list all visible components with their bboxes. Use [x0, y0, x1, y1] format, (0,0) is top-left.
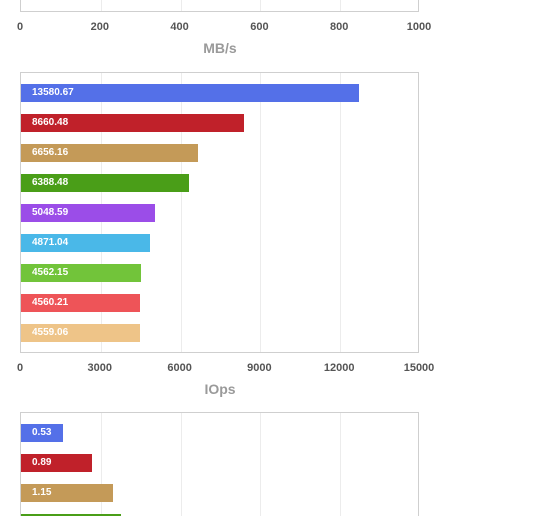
- x-tick-label: 9000: [247, 362, 272, 374]
- bar: 6388.48: [21, 174, 189, 192]
- x-tick-label: 12000: [323, 362, 355, 374]
- gridline: [340, 73, 341, 352]
- x-tick-label: 3000: [87, 362, 113, 374]
- bar-value-label: 6656.16: [32, 147, 69, 158]
- x-tick-label: 400: [170, 21, 189, 33]
- x-tick-label: 0: [16, 21, 24, 33]
- x-tick-label: 600: [250, 21, 269, 33]
- bar: 13580.67: [21, 84, 359, 102]
- bar: 8660.48: [21, 114, 244, 132]
- x-tick-label: 800: [330, 21, 349, 33]
- bar-value-label: 4562.15: [32, 267, 69, 278]
- bar-value-label: 8660.48: [32, 117, 69, 128]
- gridline: [181, 413, 182, 516]
- bar: 4559.06: [21, 324, 140, 342]
- gridline: [101, 413, 102, 516]
- gridline: [181, 0, 182, 11]
- chart-latency: 0.53 0.89 1.15: [0, 412, 560, 516]
- bar-value-label: 6388.48: [32, 177, 69, 188]
- bar-value-label: 13580.67: [32, 87, 74, 98]
- gridline: [260, 0, 261, 11]
- bar: 4562.15: [21, 264, 141, 282]
- bar-value-label: 0.53: [32, 427, 52, 438]
- bar-value-label: 4559.06: [32, 327, 69, 338]
- bar: 0.89: [21, 454, 92, 472]
- bar: 6656.16: [21, 144, 198, 162]
- bar-value-label: 4560.21: [32, 297, 69, 308]
- bar: 4871.04: [21, 234, 150, 252]
- plot-area: 13580.67 8660.48 6656.16 6388.48 5048.59 4871…: [20, 72, 419, 353]
- chart-iops: 13580.67 8660.48 6656.16 6388.48 5048.59 4871…: [0, 72, 560, 402]
- plot-area: 0.53 0.89 1.15: [20, 412, 419, 516]
- x-tick-label: 200: [90, 21, 109, 33]
- bar-value-label: 5048.59: [32, 207, 69, 218]
- x-tick-label: 0: [16, 362, 24, 374]
- plot-area: [20, 0, 419, 12]
- x-tick-label: 6000: [167, 362, 192, 374]
- bar-value-label: 4871.04: [32, 237, 69, 248]
- gridline: [260, 73, 261, 352]
- bar-value-label: 1.15: [32, 487, 52, 498]
- bar: 5048.59: [21, 204, 155, 222]
- x-tick-label: 1000: [406, 21, 432, 33]
- bar: 4560.21: [21, 294, 140, 312]
- gridline: [340, 413, 341, 516]
- gridline: [101, 0, 102, 11]
- bar: 0.53: [21, 424, 63, 442]
- bar: 1.15: [21, 484, 113, 502]
- chart-mbps: 0 200 400 600 800 1000 MB/s: [0, 0, 560, 60]
- bar-value-label: 0.89: [32, 457, 52, 468]
- gridline: [340, 0, 341, 11]
- gridline: [181, 73, 182, 352]
- gridline: [260, 413, 261, 516]
- x-tick-label: 15000: [403, 362, 435, 374]
- x-axis-title: IOps: [204, 381, 236, 397]
- bar: [21, 514, 121, 516]
- x-axis-title: MB/s: [203, 40, 237, 56]
